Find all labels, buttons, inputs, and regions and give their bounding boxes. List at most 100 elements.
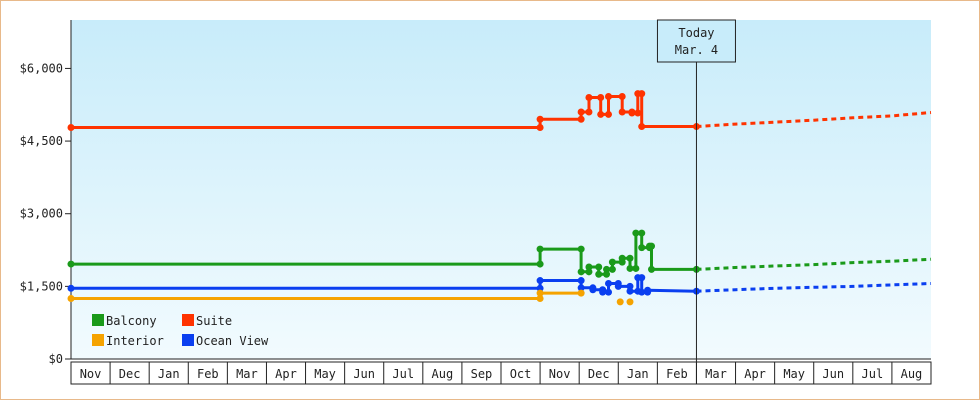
x-tick-label: May: [783, 367, 805, 381]
data-point: [536, 115, 544, 123]
data-point: [605, 288, 612, 296]
x-tick-label: Feb: [197, 367, 219, 381]
data-point: [67, 260, 75, 268]
data-point: [536, 245, 544, 253]
x-tick-label: Oct: [510, 367, 532, 381]
x-tick-label: Jul: [862, 367, 884, 381]
x-tick-label: Sep: [471, 367, 493, 381]
data-point: [634, 109, 642, 117]
data-point: [638, 90, 646, 98]
data-point: [536, 284, 544, 292]
x-tick-label: May: [314, 367, 336, 381]
data-point: [67, 124, 75, 132]
x-tick-label: Mar: [236, 367, 258, 381]
data-point: [638, 244, 646, 252]
data-point: [589, 286, 597, 294]
data-point: [536, 124, 544, 132]
data-point: [638, 123, 646, 131]
data-point: [644, 286, 652, 294]
x-tick-label: Aug: [432, 367, 454, 381]
data-point: [618, 254, 626, 262]
data-point: [597, 93, 605, 101]
y-tick-label: $0: [49, 352, 63, 366]
data-point: [603, 265, 611, 273]
legend-swatch: [92, 314, 104, 326]
data-point: [597, 110, 605, 118]
x-tick-label: Dec: [119, 367, 141, 381]
legend-label: Balcony: [106, 314, 157, 328]
data-point: [616, 298, 624, 306]
x-tick-label: Jan: [158, 367, 180, 381]
data-point: [618, 93, 626, 101]
data-point: [585, 268, 593, 276]
series-line: [71, 276, 697, 294]
legend: Balcony Suite Interior Ocean View: [92, 314, 269, 348]
data-point: [595, 263, 603, 271]
x-tick-label: Apr: [275, 367, 297, 381]
legend-swatch: [92, 334, 104, 346]
data-point: [585, 263, 593, 271]
data-point: [618, 108, 626, 116]
data-point: [536, 294, 544, 302]
data-point: [577, 115, 585, 123]
series-balcony: [67, 229, 932, 278]
data-point: [626, 264, 634, 272]
data-point: [67, 284, 75, 292]
today-date: Mar. 4: [675, 43, 718, 57]
x-tick-label: Jun: [822, 367, 844, 381]
y-tick-label: $3,000: [20, 207, 63, 221]
data-point: [608, 265, 616, 273]
data-point: [605, 93, 612, 101]
legend-label: Ocean View: [196, 334, 269, 348]
data-point: [626, 282, 634, 290]
x-tick-label: Aug: [901, 367, 923, 381]
today-label: Today: [678, 26, 714, 40]
data-point: [648, 265, 655, 273]
series-lines: [67, 90, 932, 306]
y-tick-label: $1,500: [20, 279, 63, 293]
x-tick-label: Nov: [549, 367, 571, 381]
x-tick-label: Feb: [666, 367, 688, 381]
forecast-line: [696, 257, 932, 271]
data-point: [599, 288, 607, 296]
data-point: [585, 93, 593, 101]
x-tick-label: Apr: [744, 367, 766, 381]
x-tick-label: Mar: [705, 367, 727, 381]
data-point: [614, 282, 622, 290]
x-tick-label: Jan: [627, 367, 649, 381]
data-point: [632, 229, 640, 237]
plot-background: [71, 20, 931, 359]
data-point: [67, 294, 75, 302]
data-point: [605, 279, 612, 287]
data-point: [595, 270, 603, 278]
today-marker: Today Mar. 4: [656, 19, 736, 384]
legend-swatch: [182, 334, 194, 346]
data-point: [577, 268, 585, 276]
data-point: [536, 289, 544, 297]
forecast-line: [696, 282, 932, 293]
x-tick-label: Jun: [353, 367, 375, 381]
data-point: [638, 288, 646, 296]
y-tick-label: $4,500: [20, 134, 63, 148]
legend-swatch: [182, 314, 194, 326]
data-point: [608, 258, 616, 266]
today-callout-box: [656, 19, 736, 63]
data-point: [626, 287, 634, 295]
data-point: [648, 242, 655, 250]
data-point: [638, 274, 646, 282]
data-point: [628, 109, 636, 117]
data-point: [632, 264, 640, 272]
series-ocean-view: [67, 274, 932, 296]
data-point: [638, 229, 646, 237]
y-tick-label: $6,000: [20, 61, 63, 75]
data-point: [626, 254, 634, 262]
x-tick-label: Jul: [392, 367, 414, 381]
data-point: [577, 245, 585, 253]
data-point: [577, 284, 585, 292]
data-point: [585, 108, 593, 116]
data-point: [603, 270, 611, 278]
forecast-line: [696, 111, 932, 128]
series-suite: [67, 90, 932, 132]
data-point: [536, 260, 544, 268]
